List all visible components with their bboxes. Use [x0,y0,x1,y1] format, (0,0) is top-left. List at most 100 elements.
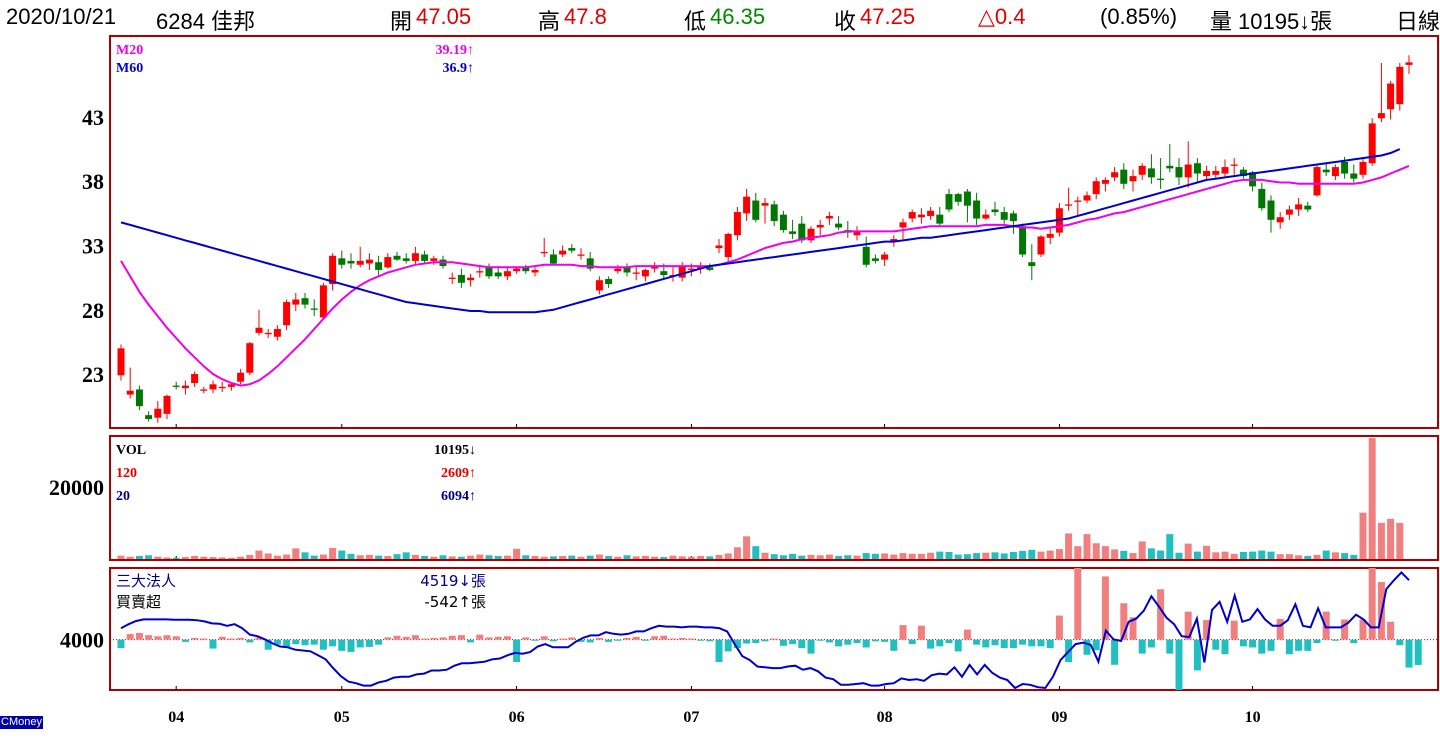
volume-bar [430,556,438,559]
change-percent: (0.85%) [1100,4,1178,29]
volume-bar [457,556,465,559]
institutional-bar [163,635,171,640]
candle-body [1074,200,1082,202]
price-axis-tick: 38 [82,169,104,194]
volume-bar [715,554,723,559]
volume-bar [945,551,953,559]
volume-bar [448,556,456,559]
institutional-bar [1322,611,1330,640]
price-legend-label: M60 [116,61,143,76]
candle-body [430,258,438,261]
volume-bar [789,553,797,559]
volume-bar [678,556,686,559]
volume-bar [1175,552,1183,559]
volume-bar [421,555,429,559]
volume-bar [255,550,263,559]
candle-body [1037,236,1045,255]
volume-bar [338,550,346,559]
institutional-bar [1000,639,1008,649]
candle-body [917,214,925,218]
institutional-bar [135,632,143,640]
volume-bar [1304,555,1312,559]
volume-legend-bg [112,438,478,504]
volume-bar [1037,551,1045,559]
candle-body [853,231,861,236]
volume-bar [853,555,861,559]
candle-body [1184,164,1192,178]
volume-bar [1203,545,1211,559]
volume-bar [494,555,502,559]
volume-bar [126,556,134,559]
institutional-bar [1184,611,1192,640]
institutional-bar [310,639,318,645]
candle-body [319,285,327,318]
volume-bar [1074,546,1082,559]
institutional-bar [1387,621,1395,640]
candle-body [982,214,990,219]
candle-body [1267,200,1275,220]
institutional-bar [1120,603,1128,640]
institutional-bar [1239,639,1247,647]
candle-body [1221,167,1229,174]
candle-body [1285,209,1293,215]
candle-body [1203,170,1211,177]
candle-body [871,258,879,261]
institutional-bar [1055,615,1063,640]
candle-body [568,248,576,251]
candle-body [393,255,401,260]
institutional-bar [669,638,677,640]
candle-body [126,390,134,395]
candle-body [513,268,521,272]
institutional-bar [1258,639,1266,654]
candle-body [1304,205,1312,210]
volume-bar [651,556,659,559]
candle-body [1396,66,1404,105]
institutional-bar [982,639,990,648]
institutional-bar [237,637,245,640]
institutional-bar [283,639,291,648]
institutional-bar [1221,639,1229,655]
volume-bar [1341,553,1349,559]
institutional-bar [1304,639,1312,651]
candle-body [798,223,806,241]
candle-body [218,386,226,389]
candle-body [283,302,291,326]
institutional-legend-bg [112,570,488,614]
volume-bar [1377,522,1385,559]
candle-body [835,223,843,228]
institutional-bar [1249,639,1257,648]
candle-body [338,258,346,265]
volume-bar [1212,552,1220,559]
institutional-bar [651,636,659,640]
volume-legend-label: 120 [116,466,137,481]
panel-frame-2 [109,567,1439,691]
candle-body [595,280,603,291]
candle-body [273,329,281,337]
candle-body [411,253,419,261]
candle-body [1046,233,1054,238]
volume-bar [1184,543,1192,559]
volume-bar [917,553,925,559]
volume-legend-value: 2609↑ [441,466,476,481]
candle-body [549,254,557,264]
candle-body [899,222,907,228]
volume-bar [954,554,962,559]
institutional-bar [503,636,511,640]
candle-body [1295,204,1303,210]
candle-body [1166,165,1174,169]
volume-bar [1276,554,1284,559]
volume-bar [1387,518,1395,559]
candle-body [1129,176,1137,182]
volume-bar [1285,554,1293,559]
volume-bar [531,555,539,559]
volume-bar [559,555,567,559]
volume-bar [1359,512,1367,559]
institutional-bar [218,636,226,640]
candle-body [697,266,705,269]
volume-bar [246,554,254,559]
volume-bar [1019,550,1027,559]
institutional-bar [991,639,999,646]
close-value: 47.25 [860,4,916,29]
institutional-bar [825,639,833,643]
volume-bar [522,555,530,559]
